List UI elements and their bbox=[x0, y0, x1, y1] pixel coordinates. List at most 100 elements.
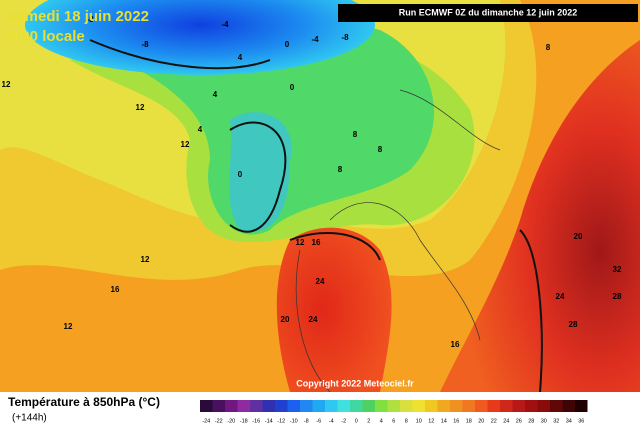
scale-cell bbox=[562, 400, 575, 412]
scale-cell bbox=[425, 400, 438, 412]
contour-label: 28 bbox=[613, 292, 622, 301]
scale-label: 0 bbox=[355, 418, 358, 424]
scale-cell bbox=[462, 400, 475, 412]
scale-label: 14 bbox=[441, 418, 447, 424]
scale-label: 20 bbox=[478, 418, 484, 424]
contour-label: 20 bbox=[281, 315, 290, 324]
scale-cell bbox=[500, 400, 513, 412]
scale-label: 4 bbox=[380, 418, 383, 424]
scale-cell bbox=[550, 400, 563, 412]
contour-label: 24 bbox=[316, 277, 325, 286]
contour-labels: -8 -8 -4 -4 -8 0 4 0 0 4 4 8 8 8 8 12 12 12 12 16 16 12 20 24 24… bbox=[2, 15, 622, 349]
scale-label: -20 bbox=[227, 418, 235, 424]
contour-label: 12 bbox=[64, 322, 73, 331]
scale-cell bbox=[337, 400, 350, 412]
contour-label: 8 bbox=[338, 165, 343, 174]
scale-cell bbox=[287, 400, 300, 412]
contour-label: 12 bbox=[136, 103, 145, 112]
contour-label: 12 bbox=[296, 238, 305, 247]
scale-cell bbox=[537, 400, 550, 412]
contour-label: -4 bbox=[311, 35, 319, 44]
scale-cell bbox=[350, 400, 363, 412]
contour-label: 8 bbox=[546, 43, 551, 52]
contour-label: 0 bbox=[285, 40, 290, 49]
contour-label: 24 bbox=[309, 315, 318, 324]
scale-cell bbox=[300, 400, 313, 412]
contour-label: 0 bbox=[238, 170, 243, 179]
contour-label: 4 bbox=[238, 53, 243, 62]
scale-label: 32 bbox=[553, 418, 559, 424]
scale-cell bbox=[237, 400, 250, 412]
scale-label: -18 bbox=[240, 418, 248, 424]
scale-label: -10 bbox=[290, 418, 298, 424]
scale-label: 28 bbox=[528, 418, 534, 424]
scale-label: 26 bbox=[516, 418, 522, 424]
contour-label: -4 bbox=[221, 20, 229, 29]
very-cold-zone bbox=[25, 0, 375, 75]
scale-cell bbox=[400, 400, 413, 412]
scale-label: 18 bbox=[466, 418, 472, 424]
scale-cell bbox=[412, 400, 425, 412]
hot-east bbox=[440, 40, 640, 392]
hot-west bbox=[276, 227, 392, 392]
legend-title: Température à 850hPa (°C) bbox=[8, 395, 160, 409]
run-box bbox=[338, 4, 638, 22]
lead-time: (+144h) bbox=[12, 413, 47, 424]
scale-label: -6 bbox=[316, 418, 321, 424]
scale-cell bbox=[450, 400, 463, 412]
contour-label: 16 bbox=[111, 285, 120, 294]
scale-cell bbox=[525, 400, 538, 412]
scale-label: 12 bbox=[428, 418, 434, 424]
color-scale: -24 -22 -20 -18 -16 -14 -12 -10 -8 -6 -4 -2 0 2 4 6 8 10 1… bbox=[200, 400, 588, 424]
valid-time: 2:00 locale bbox=[8, 28, 85, 45]
scale-cell bbox=[262, 400, 275, 412]
valid-date: samedi 18 juin 2022 bbox=[8, 8, 149, 25]
contour-label: 16 bbox=[312, 238, 321, 247]
contour-label: 4 bbox=[213, 90, 218, 99]
contour-label: 12 bbox=[141, 255, 150, 264]
scale-label: 24 bbox=[503, 418, 509, 424]
run-info: Run ECMWF 0Z du dimanche 12 juin 2022 bbox=[399, 7, 578, 17]
scale-cell bbox=[200, 400, 213, 412]
scale-label: 10 bbox=[416, 418, 422, 424]
contour-label: -8 bbox=[341, 33, 349, 42]
scale-cell bbox=[275, 400, 288, 412]
scale-cell bbox=[250, 400, 263, 412]
scale-label: 6 bbox=[392, 418, 395, 424]
scale-label: 22 bbox=[491, 418, 497, 424]
contour-label: 4 bbox=[198, 125, 203, 134]
scale-cell bbox=[375, 400, 388, 412]
scale-label: 30 bbox=[541, 418, 547, 424]
scale-cell bbox=[312, 400, 325, 412]
contour-label: -8 bbox=[141, 40, 149, 49]
scale-label: -12 bbox=[277, 418, 285, 424]
scale-cell bbox=[487, 400, 500, 412]
contour-label: 32 bbox=[613, 265, 622, 274]
scale-cell bbox=[475, 400, 488, 412]
contour-label: 8 bbox=[353, 130, 358, 139]
contour-label: 16 bbox=[451, 340, 460, 349]
scale-cell bbox=[212, 400, 225, 412]
contour-label: 8 bbox=[378, 145, 383, 154]
scale-label: -22 bbox=[215, 418, 223, 424]
contour-label: 12 bbox=[181, 140, 190, 149]
scale-label: 8 bbox=[405, 418, 408, 424]
scale-label: 34 bbox=[566, 418, 572, 424]
scale-cell bbox=[575, 400, 588, 412]
scale-cell bbox=[362, 400, 375, 412]
scale-cell bbox=[225, 400, 238, 412]
scale-label: -2 bbox=[341, 418, 346, 424]
contour-lines bbox=[89, 39, 543, 393]
copyright: Copyright 2022 Meteociel.fr bbox=[296, 378, 414, 388]
scale-label: -8 bbox=[304, 418, 309, 424]
contour-label: 28 bbox=[569, 320, 578, 329]
scale-cell bbox=[325, 400, 338, 412]
map: -8 -8 -4 -4 -8 0 4 0 0 4 4 8 8 8 8 12 12 12 12 16 16 12 20 24 24… bbox=[0, 0, 640, 393]
scale-cell bbox=[387, 400, 400, 412]
scale-label: -24 bbox=[202, 418, 210, 424]
scale-label: 2 bbox=[367, 418, 370, 424]
scale-label: -16 bbox=[252, 418, 260, 424]
scale-label: 36 bbox=[578, 418, 584, 424]
scale-label: 16 bbox=[453, 418, 459, 424]
